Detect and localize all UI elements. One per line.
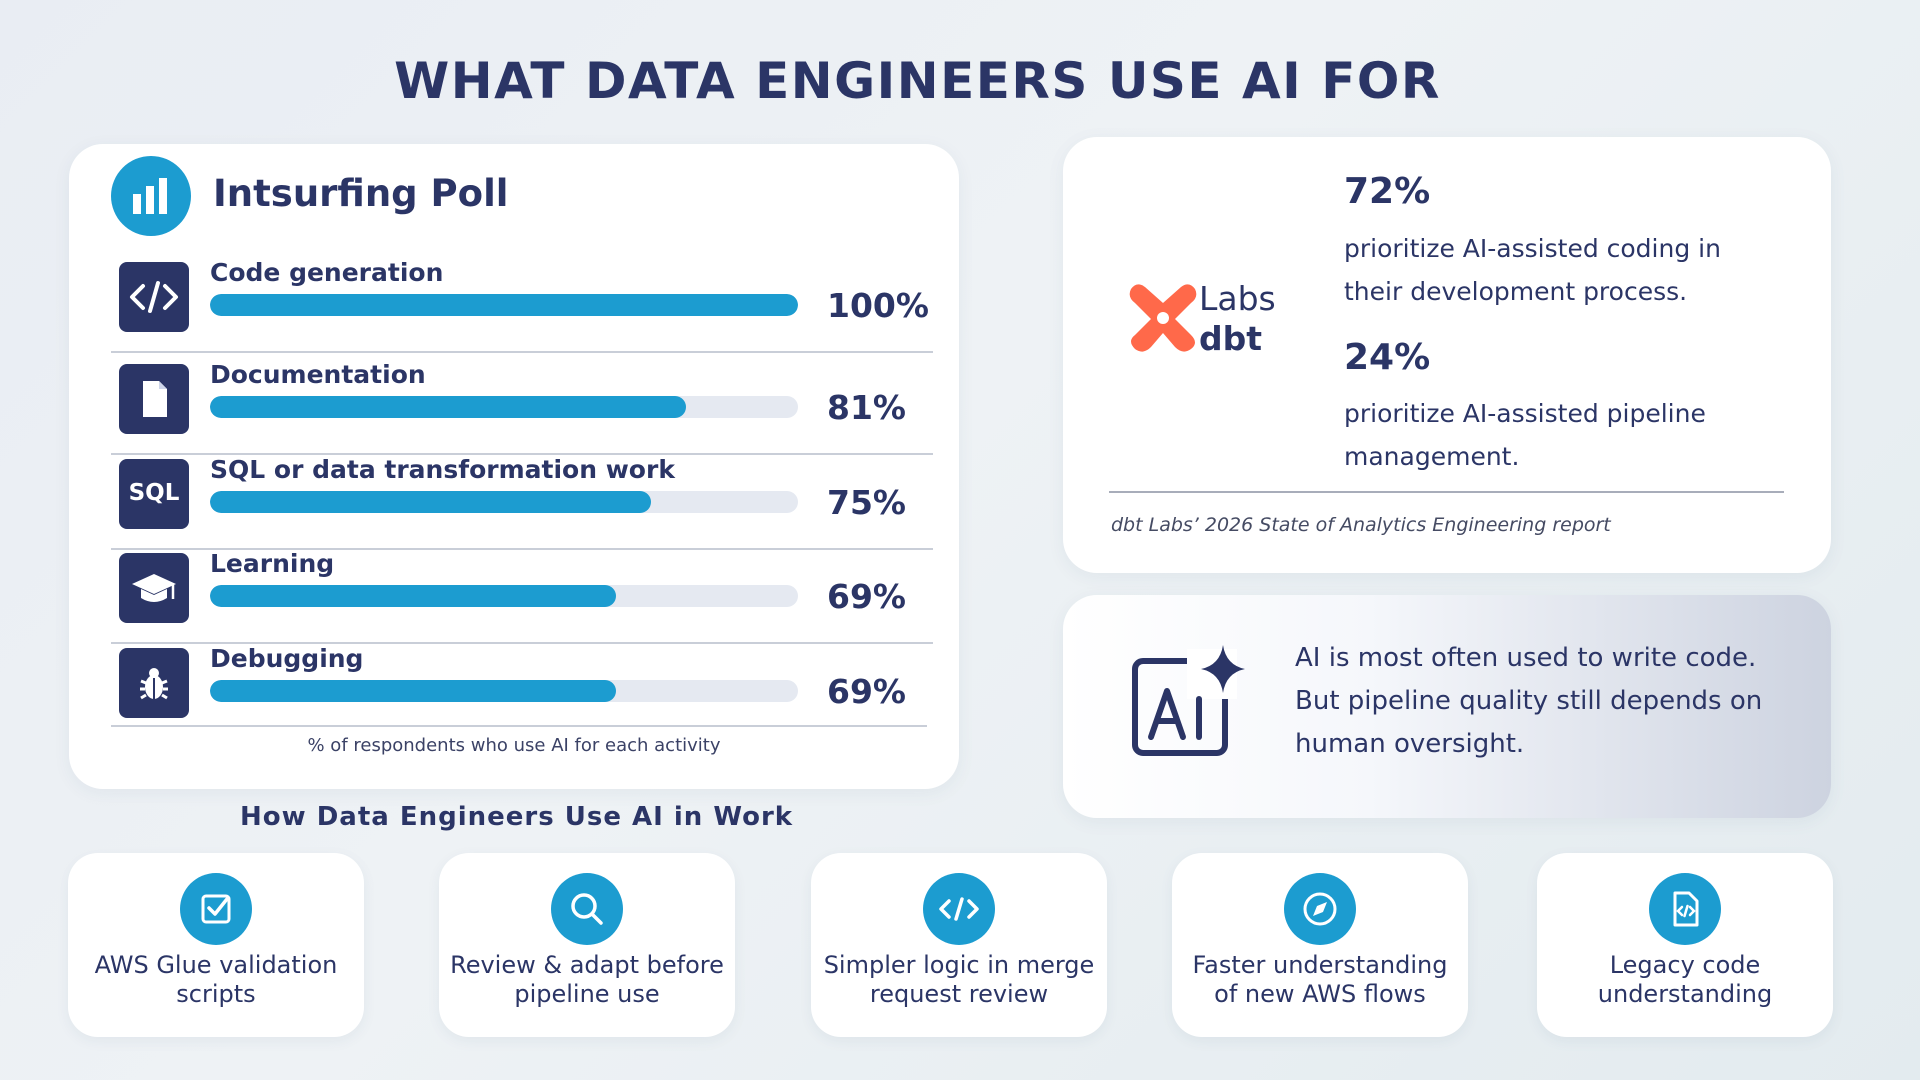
- poll-row-percent: 69%: [827, 577, 906, 616]
- source-citation: dbt Labs’ 2026 State of Analytics Engine…: [1111, 514, 1611, 536]
- use-case-card: AWS Glue validation scripts: [68, 853, 364, 1037]
- bar-track: [210, 491, 798, 513]
- poll-row: Learning 69%: [69, 547, 959, 644]
- search-icon: [551, 873, 623, 945]
- use-case-label: AWS Glue validation scripts: [94, 951, 338, 1008]
- page-title: WHAT DATA ENGINEERS USE AI FOR: [394, 52, 1441, 110]
- poll-row-label: SQL or data transformation work: [210, 455, 675, 484]
- code-icon: [923, 873, 995, 945]
- row-divider: [111, 453, 933, 455]
- poll-row: Code generation 100%: [69, 256, 959, 353]
- dbt-logo-name: dbt: [1199, 319, 1263, 358]
- poll-footnote: % of respondents who use AI for each act…: [307, 735, 721, 756]
- use-case-label: Legacy code understanding: [1597, 951, 1773, 1008]
- dbt-logo-labs: Labs: [1199, 279, 1276, 318]
- poll-row: SQL SQL or data transformation work 75%: [69, 453, 959, 550]
- dbt-logo: [1123, 277, 1323, 377]
- poll-row-label: Code generation: [210, 258, 444, 287]
- section-subheading: How Data Engineers Use AI in Work: [240, 802, 794, 832]
- bar-track: [210, 680, 798, 702]
- use-case-card: Faster understanding of new AWS flows: [1172, 853, 1468, 1037]
- poll-row-label: Documentation: [210, 360, 426, 389]
- bar-chart-icon: [111, 156, 191, 236]
- dbt-stats-card: Labs dbt 72% prioritize AI-assisted codi…: [1063, 137, 1831, 573]
- insight-card: AI is most often used to write code. But…: [1063, 595, 1831, 818]
- bug-icon: [119, 648, 189, 718]
- poll-row-percent: 81%: [827, 388, 906, 427]
- poll-row-label: Learning: [210, 549, 335, 578]
- ai-sparkle-icon: [1127, 639, 1257, 764]
- footer-divider: [111, 725, 927, 727]
- bar-track: [210, 294, 798, 316]
- bar-track: [210, 396, 798, 418]
- use-case-label: Review & adapt before pipeline use: [450, 951, 724, 1008]
- bar-learning: [210, 585, 616, 607]
- poll-card: Intsurfing Poll Code generation 100% Doc…: [69, 144, 959, 789]
- bar-track: [210, 585, 798, 607]
- source-divider: [1109, 491, 1784, 493]
- poll-row-percent: 75%: [827, 483, 906, 522]
- poll-row-label: Debugging: [210, 644, 364, 673]
- bar-debugging: [210, 680, 616, 702]
- sql-icon-text: SQL: [128, 480, 180, 506]
- stat-description: prioritize AI-assisted pipeline manageme…: [1344, 399, 1706, 471]
- stat-value: 72%: [1344, 171, 1431, 212]
- stat-description: prioritize AI-assisted coding in their d…: [1344, 234, 1721, 306]
- use-case-label: Simpler logic in merge request review: [823, 951, 1095, 1008]
- insight-text: AI is most often used to write code. But…: [1295, 643, 1763, 759]
- poll-title: Intsurfing Poll: [213, 172, 509, 215]
- checkbox-icon: [180, 873, 252, 945]
- use-case-card: Legacy code understanding: [1537, 853, 1833, 1037]
- graduation-cap-icon: [119, 553, 189, 623]
- code-icon: [119, 262, 189, 332]
- bar-documentation: [210, 396, 687, 418]
- sql-icon: SQL: [119, 459, 189, 529]
- code-file-icon: [1649, 873, 1721, 945]
- use-case-card: Review & adapt before pipeline use: [439, 853, 735, 1037]
- compass-icon: [1284, 873, 1356, 945]
- row-divider: [111, 642, 933, 644]
- use-case-label: Faster understanding of new AWS flows: [1192, 951, 1448, 1008]
- row-divider: [111, 548, 933, 550]
- poll-row-percent: 100%: [827, 286, 929, 325]
- bar-sql-transformation: [210, 491, 651, 513]
- poll-row-percent: 69%: [827, 672, 906, 711]
- stat-value: 24%: [1344, 337, 1431, 378]
- row-divider: [111, 351, 933, 353]
- use-case-card: Simpler logic in merge request review: [811, 853, 1107, 1037]
- poll-row: Debugging 69%: [69, 642, 959, 736]
- bar-code-generation: [210, 294, 798, 316]
- poll-row: Documentation 81%: [69, 358, 959, 455]
- document-icon: [119, 364, 189, 434]
